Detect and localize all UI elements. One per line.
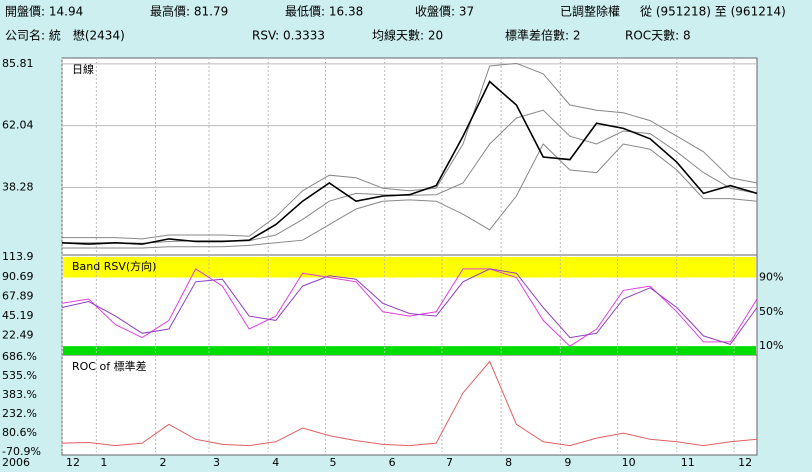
y-tick-label: 45.19: [2, 309, 34, 322]
year-label: 2006: [2, 456, 30, 469]
y-tick-label: -70.9%: [2, 445, 41, 458]
panel-title: ROC of 標準差: [72, 359, 147, 373]
x-tick-label: 3: [213, 456, 220, 469]
x-tick-label: 5: [329, 456, 336, 469]
header-field: 從 (951218) 至 (961214): [640, 5, 786, 19]
panel-title: Band RSV(方向): [72, 259, 156, 273]
series-line: [61, 268, 758, 345]
header-field: 收盤價: 37: [415, 5, 474, 19]
series-line: [61, 360, 758, 447]
right-tick-label: 10%: [759, 339, 783, 352]
y-tick-label: 38.28: [2, 180, 34, 193]
y-tick-label: 85.81: [2, 57, 34, 70]
x-tick-label: 1: [100, 456, 107, 469]
right-tick-label: 90%: [759, 271, 783, 284]
x-tick-label: 6: [389, 456, 396, 469]
band: [63, 257, 756, 278]
header-field: 標準差倍數: 2: [505, 28, 581, 43]
y-tick-label: 113.9: [2, 250, 34, 263]
header-field: 最低價: 16.38: [285, 5, 363, 19]
x-tick-label: 8: [505, 456, 512, 469]
series-line: [61, 268, 758, 347]
plot-area: [61, 57, 758, 456]
series-line: [62, 143, 758, 249]
header-field: 開盤價: 14.94: [5, 5, 83, 19]
y-tick-label: 383.%: [2, 388, 37, 401]
band: [63, 346, 756, 355]
y-tick-label: 80.6%: [2, 426, 37, 439]
x-tick-label: 12: [66, 456, 80, 469]
y-tick-label: 232.%: [2, 407, 37, 420]
x-tick-label: 12: [738, 456, 752, 469]
header-field: RSV: 0.3333: [252, 29, 325, 43]
header-field: 已調整除權: [560, 4, 620, 19]
x-tick-label: 7: [446, 456, 453, 469]
x-tick-label: 11: [681, 456, 695, 469]
y-tick-label: 67.89: [2, 289, 34, 302]
header-field: 最高價: 81.79: [150, 4, 228, 19]
panel-title: 日線: [72, 62, 94, 76]
y-tick-label: 535.%: [2, 369, 37, 382]
x-tick-label: 9: [564, 456, 571, 469]
y-tick-label: 22.49: [2, 328, 34, 341]
series-line: [62, 62, 758, 240]
y-tick-label: 90.69: [2, 270, 34, 283]
header-field: 均線天數: 20: [372, 28, 443, 43]
y-tick-label: 686.%: [2, 350, 37, 363]
x-tick-label: 10: [622, 456, 636, 469]
x-tick-label: 4: [272, 456, 279, 469]
header-field: 公司名: 統 懋(2434): [5, 28, 125, 43]
header-field: ROC天數: 8: [625, 29, 691, 43]
y-tick-label: 62.04: [2, 119, 34, 132]
right-tick-label: 50%: [759, 305, 783, 318]
series-line: [61, 80, 758, 245]
x-tick-label: 2: [160, 456, 167, 469]
